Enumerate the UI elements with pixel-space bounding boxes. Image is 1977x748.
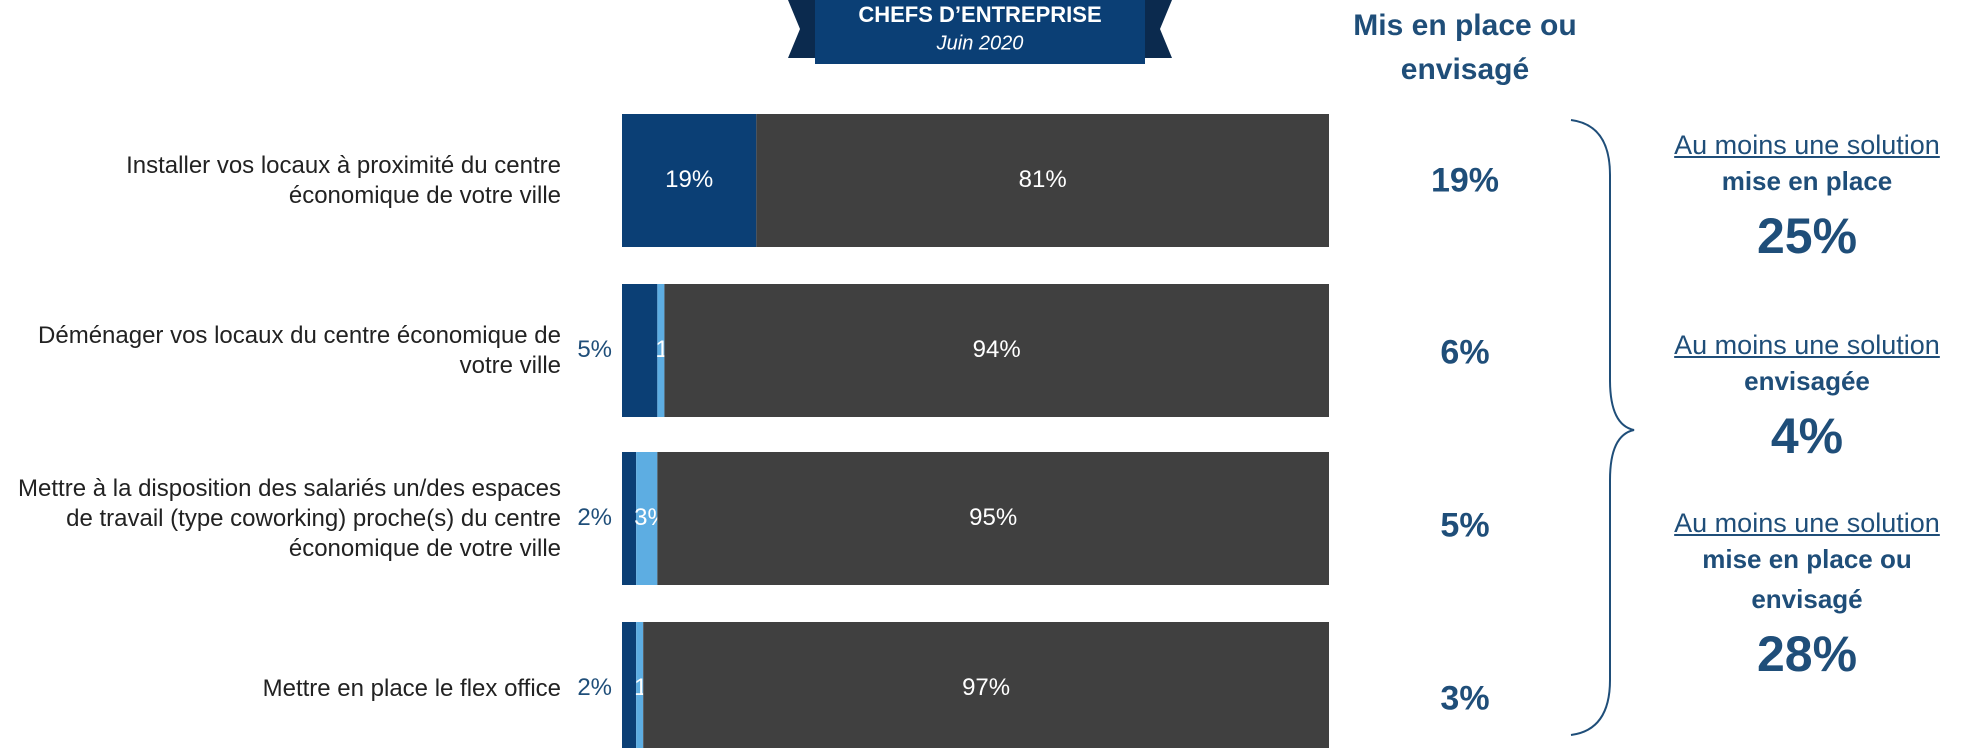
category-label: Mettre en place le flex office (262, 674, 561, 702)
summary-value: 4% (1770, 408, 1844, 464)
totals-title: Mis en place ou envisagé (1353, 9, 1577, 86)
value-label: 2% (577, 504, 612, 531)
total-value: 19% (1430, 161, 1500, 200)
bar-segment (636, 452, 658, 585)
bar-segment (622, 114, 757, 247)
badge-subtitle: Juin 2020 (936, 32, 1024, 54)
total-value: 3% (1440, 679, 1490, 718)
bar-segment (664, 284, 1329, 417)
value-label: 94% (973, 336, 1021, 363)
value-label: 97% (962, 674, 1010, 701)
category-label: Installer vos locaux à proximité du cent… (126, 151, 561, 209)
summary-link[interactable]: Au moins une solution (1674, 330, 1940, 360)
bar-segment (657, 284, 665, 417)
summary-link[interactable]: Au moins une solution (1674, 130, 1940, 160)
category-label: Mettre à la disposition des salariés un/… (18, 474, 561, 562)
badge-title: CHEFS D’ENTREPRISE (858, 2, 1101, 27)
summary-label: mise en place (1721, 166, 1893, 196)
summary-block: Au moins une solution mise en place 25% (1637, 130, 1977, 265)
summary-label: envisagée (1744, 366, 1870, 396)
bar-segment (622, 622, 637, 748)
category-label: Déménager vos locaux du centre économiqu… (38, 321, 561, 379)
value-label: 19% (665, 166, 713, 193)
bar-segment (622, 452, 637, 585)
bar-segment (622, 284, 658, 417)
badge (815, 0, 1145, 64)
summary-block: Au moins une solution mise en place ou en… (1637, 508, 1977, 683)
total-value: 5% (1440, 506, 1490, 545)
brace (1570, 119, 1635, 736)
bar-segment (643, 622, 1329, 748)
summary-block: Au moins une solution envisagée 4% (1637, 330, 1977, 465)
summary-value: 28% (1756, 626, 1858, 682)
summary-value: 25% (1756, 208, 1858, 264)
value-label: 81% (1019, 166, 1067, 193)
bar-segment (657, 452, 1329, 585)
bar-segment (636, 622, 644, 748)
summary-label: mise en place ou envisagé (1702, 544, 1912, 614)
value-label: 5% (577, 336, 612, 363)
total-value: 6% (1440, 333, 1490, 372)
value-label: 2% (577, 674, 612, 701)
summary-link[interactable]: Au moins une solution (1674, 508, 1940, 538)
bar-segment (756, 114, 1329, 247)
value-label: 95% (969, 504, 1017, 531)
